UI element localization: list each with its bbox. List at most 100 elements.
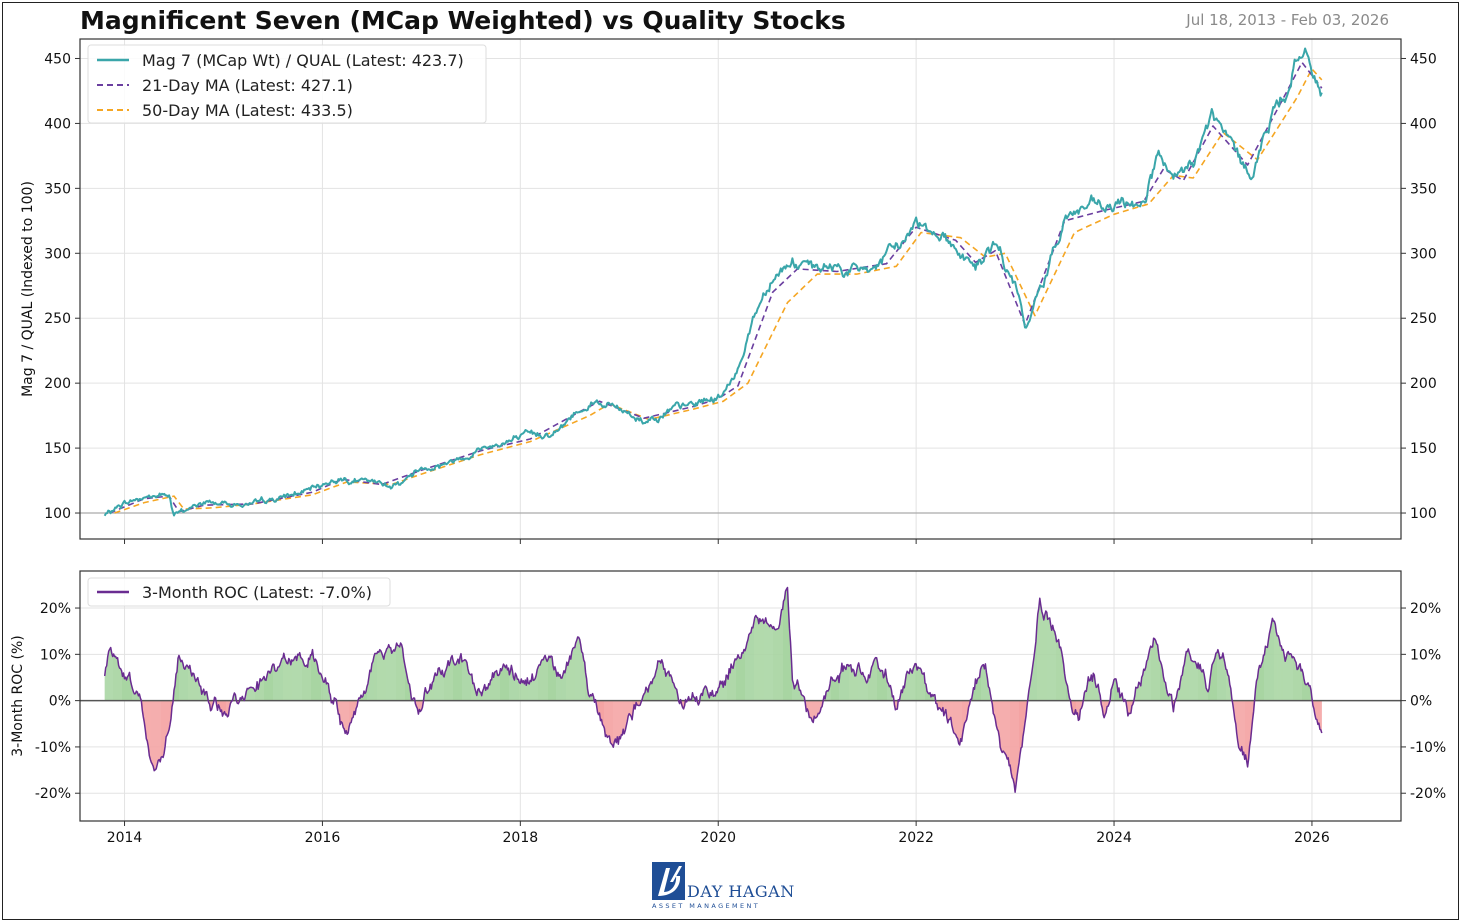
roc-negative-area [814,700,816,719]
roc-positive-area [835,680,836,701]
roc-positive-area [182,663,184,701]
roc-negative-area [1241,700,1243,755]
roc-positive-area [1274,621,1276,701]
roc-positive-area [781,609,783,701]
roc-positive-area [1267,640,1269,701]
roc-negative-area [226,700,228,717]
roc-positive-area [449,662,451,701]
roc-positive-area [196,677,198,701]
roc-negative-area [351,700,353,723]
roc-negative-area [618,700,620,745]
roc-positive-area [270,671,271,701]
roc-positive-area [1302,669,1303,701]
roc-positive-area [568,656,570,701]
roc-positive-area [1269,629,1271,701]
roc-negative-area [622,700,624,735]
roc-positive-area [657,660,659,701]
roc-negative-area [958,700,960,745]
roc-positive-area [488,683,490,701]
roc-positive-area [853,670,855,701]
roc-positive-area [1226,669,1228,701]
roc-negative-area [603,700,605,729]
roc-positive-area [304,665,306,701]
roc-positive-area [837,675,838,701]
roc-positive-area [273,664,275,701]
roc-positive-area [1038,598,1040,701]
top-panel-legend: Mag 7 (MCap Wt) / QUAL (Latest: 423.7) 2… [87,44,487,124]
roc-positive-area [392,649,394,701]
roc-positive-area [1207,690,1208,701]
roc-positive-area [672,682,674,701]
roc-negative-area [344,700,346,734]
roc-negative-area [955,700,957,738]
roc-positive-area [1307,682,1308,701]
roc-positive-area [306,665,308,701]
roc-positive-area [845,664,847,701]
roc-positive-area [1163,677,1165,701]
roc-positive-area [486,687,488,701]
roc-positive-area [1093,673,1095,701]
roc-positive-area [1218,653,1220,701]
roc-positive-area [858,662,860,701]
roc-positive-area [502,664,504,701]
roc-positive-area [122,673,124,701]
roc-negative-area [1128,700,1130,714]
roc-negative-area [1007,700,1009,760]
roc-positive-area [1308,682,1309,701]
roc-positive-area [1193,661,1195,701]
roc-negative-area [1239,700,1241,751]
roc-negative-area [956,700,958,739]
roc-positive-area [1042,614,1044,701]
roc-positive-area [494,671,496,701]
roc-positive-area [506,665,508,701]
roc-positive-area [736,658,737,701]
roc-positive-area [849,664,851,701]
roc-negative-area [811,700,813,722]
roc-positive-area [1183,664,1185,701]
roc-positive-area [1268,633,1270,701]
roc-positive-area [660,659,662,701]
roc-positive-area [294,656,296,701]
roc-positive-area [107,651,109,701]
roc-positive-area [912,668,914,701]
roc-positive-area [505,665,507,701]
roc-positive-area [308,658,310,701]
roc-positive-area [1263,654,1265,701]
roc-positive-area [889,685,891,701]
top-y-tick-label-left: 300 [44,246,71,262]
roc-positive-area [314,659,316,701]
roc-positive-area [537,667,539,701]
roc-negative-area [164,700,166,754]
roc-positive-area [187,666,189,701]
roc-positive-area [564,668,566,701]
roc-positive-area [1085,690,1087,701]
roc-negative-area [614,700,616,742]
roc-positive-area [1036,613,1038,701]
roc-positive-area [291,659,293,701]
roc-positive-area [653,676,655,701]
roc-positive-area [504,665,506,701]
roc-positive-area [667,671,669,701]
roc-positive-area [909,668,911,701]
roc-positive-area [739,657,740,701]
roc-positive-area [650,681,651,701]
roc-positive-area [827,690,829,701]
roc-positive-area [434,673,436,701]
roc-negative-area [1018,700,1019,769]
roc-negative-area [996,700,998,730]
roc-positive-area [783,599,785,701]
roc-positive-area [921,669,923,701]
roc-positive-area [661,659,663,701]
roc-positive-area [1060,647,1062,701]
roc-positive-area [1188,648,1190,701]
roc-positive-area [465,660,467,701]
roc-positive-area [1223,658,1225,701]
roc-positive-area [185,665,187,701]
roc-positive-area [770,624,772,701]
roc-positive-area [541,659,543,701]
roc-negative-area [1245,700,1247,761]
bottom-panel-axes [79,570,1402,822]
roc-positive-area [450,657,452,701]
roc-positive-area [282,653,284,701]
roc-positive-area [665,673,667,701]
